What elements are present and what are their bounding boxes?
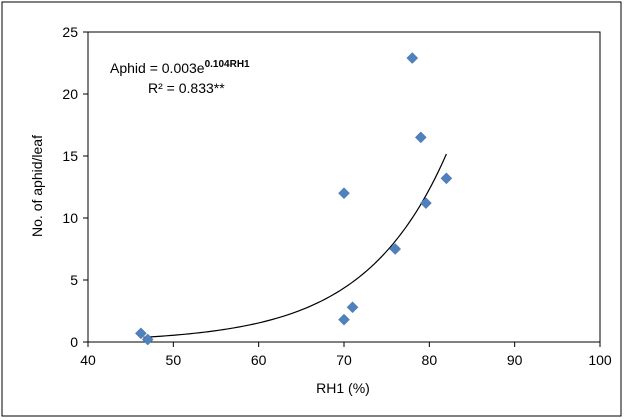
data-point <box>414 131 427 144</box>
y-tick-label: 5 <box>70 272 78 288</box>
y-tick-label: 20 <box>62 86 78 102</box>
data-point <box>141 333 154 346</box>
data-point <box>346 301 359 314</box>
data-point <box>389 243 402 255</box>
equation-main: Aphid = 0.003e <box>110 60 205 76</box>
r-squared: R² = 0.833** <box>148 80 225 96</box>
data-point <box>338 187 350 200</box>
y-tick-label: 25 <box>62 24 78 40</box>
data-point <box>338 313 350 326</box>
trendline-curve <box>143 153 447 338</box>
y-axis-label: No. of aphid/leaf <box>29 135 45 237</box>
x-tick-label: 70 <box>336 352 352 368</box>
equation-exponent: 0.104RH1 <box>205 59 250 70</box>
y-tick-label: 10 <box>62 210 78 226</box>
x-tick-label: 90 <box>507 352 523 368</box>
y-tick-label: 0 <box>70 334 78 350</box>
svg-text:Aphid = 0.003e0.104RH1: Aphid = 0.003e0.104RH1 <box>110 59 250 76</box>
data-point <box>135 327 147 340</box>
x-tick-label: 80 <box>422 352 438 368</box>
y-tick-label: 15 <box>62 148 78 164</box>
trend-equation: Aphid = 0.003e0.104RH1 R² = 0.833** <box>110 59 250 96</box>
x-tick-label: 50 <box>166 352 182 368</box>
x-axis-label: RH1 (%) <box>316 380 370 396</box>
data-point <box>406 52 419 64</box>
x-tick-label: 100 <box>588 352 612 368</box>
data-point <box>440 172 453 185</box>
data-point <box>420 197 432 209</box>
x-tick-label: 60 <box>251 352 267 368</box>
x-tick-label: 40 <box>80 352 96 368</box>
